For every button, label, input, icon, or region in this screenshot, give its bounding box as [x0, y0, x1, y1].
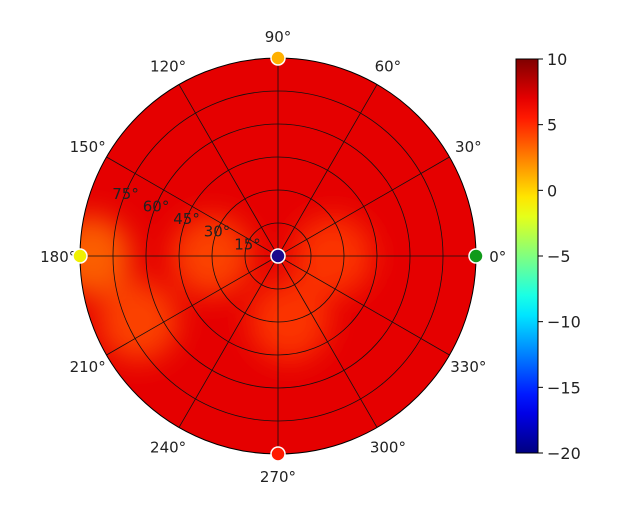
angular-gridline-2 [277, 84, 378, 257]
angular-tick-label: 0° [489, 248, 506, 266]
angular-tick-label: 60° [375, 58, 402, 76]
angular-gridline-7 [106, 255, 279, 356]
radial-tick-label: 15° [234, 235, 261, 253]
angular-tick-label: 90° [265, 28, 292, 46]
radial-tick-label: 75° [112, 185, 139, 203]
colorbar-tick-label: −5 [547, 247, 571, 266]
angular-tick-labels: 0° 30° 60° 90° 120° 150° 180° 210° 240° 270° 300° 3… [40, 28, 506, 486]
angular-gridline-10 [277, 255, 378, 428]
angular-tick-label: 300° [370, 438, 406, 456]
angular-tick-label: 30° [455, 138, 482, 156]
radial-tick-label: 60° [143, 197, 170, 215]
colorbar-tick-label: 0 [547, 181, 557, 200]
angular-gridline-5 [106, 156, 279, 257]
colorbar-tick-label: −15 [547, 378, 581, 397]
point-markers [72, 50, 484, 462]
colorbar-tick-label: 10 [547, 50, 567, 69]
angular-tick-label: 270° [260, 468, 296, 486]
data-point-marker-2 [270, 50, 286, 66]
angular-tick-label: 240° [150, 438, 186, 456]
radial-tick-labels: 15°30°45°60°75° [112, 185, 261, 254]
angular-tick-label: 180° [40, 248, 76, 266]
colorbar-tick-label: −10 [547, 313, 581, 332]
angular-gridline-11 [277, 255, 450, 356]
radial-tick-label: 30° [204, 223, 231, 241]
data-point-marker-3 [72, 248, 88, 264]
angular-tick-label: 120° [150, 58, 186, 76]
data-point-marker-4 [270, 446, 286, 462]
angular-gridline-4 [178, 84, 279, 257]
radial-tick-label: 45° [173, 210, 200, 228]
colorbar-tick-label: −20 [547, 444, 581, 463]
angular-tick-label: 330° [450, 358, 486, 376]
angular-gridline-8 [178, 255, 279, 428]
colorbar-tick-label: 5 [547, 116, 557, 135]
angular-tick-label: 150° [70, 138, 106, 156]
angular-gridline-1 [277, 156, 450, 257]
angular-tick-label: 210° [70, 358, 106, 376]
data-point-marker-1 [468, 248, 484, 264]
colorbar-gradient [515, 58, 539, 454]
data-point-marker-0 [270, 248, 286, 264]
heatmap-region-5 [98, 281, 179, 362]
colorbar: 10 5 0 −5 −10 −15 −20 [515, 50, 581, 463]
